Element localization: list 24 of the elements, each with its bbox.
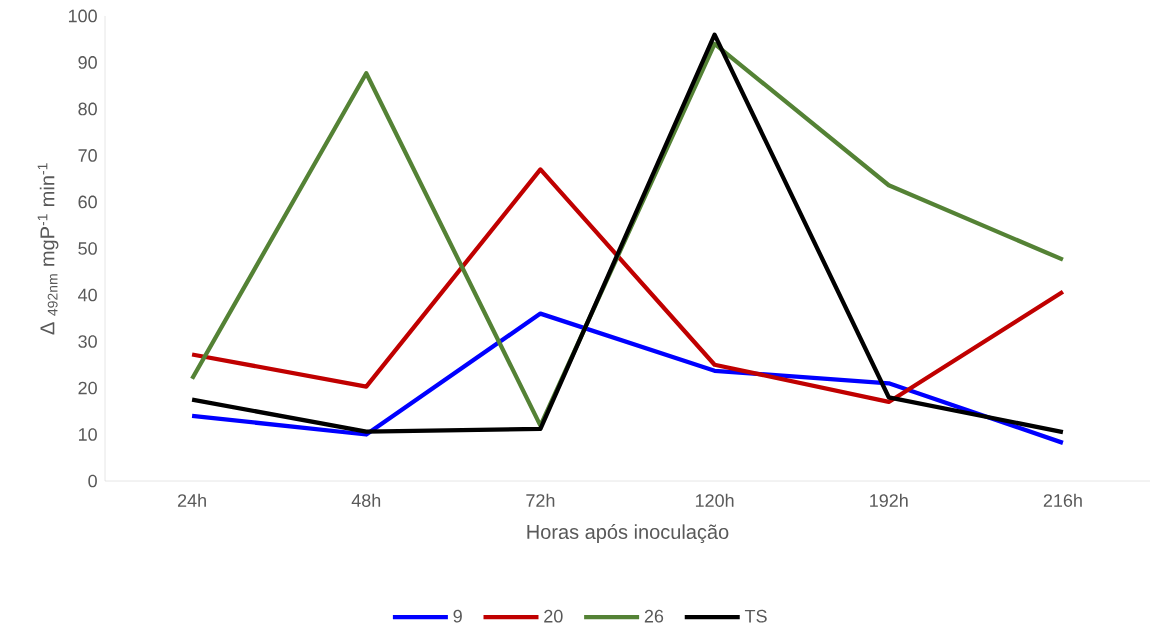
x-tick-label: 192h bbox=[870, 493, 908, 507]
legend-label: 20 bbox=[544, 609, 563, 623]
y-tick-label: 100 bbox=[68, 9, 97, 23]
y-tick-label: 10 bbox=[78, 428, 97, 441]
y-tick-label: 90 bbox=[78, 56, 97, 69]
x-tick-label: 120h bbox=[695, 493, 734, 507]
legend-label: 26 bbox=[644, 609, 664, 623]
y-tick-label: 20 bbox=[78, 381, 97, 395]
y-tick-label: 0 bbox=[88, 474, 97, 488]
x-axis-title: Horas após inoculação bbox=[527, 524, 729, 544]
line-series bbox=[189, 167, 1066, 405]
y-tick-label: 80 bbox=[78, 102, 97, 116]
y-tick-label: 70 bbox=[78, 149, 97, 162]
legend-label: TS bbox=[744, 609, 767, 623]
x-tick-label: 72h bbox=[526, 493, 555, 507]
y-axis-title: Δ $_{492nm}$ mgP$^{-1}$ min$^{-1}$ bbox=[37, 163, 59, 335]
legend-label: 9 bbox=[453, 609, 462, 623]
y-tick-label: 60 bbox=[78, 195, 97, 209]
y-tick-label: 30 bbox=[78, 335, 97, 348]
y-tick-label: 40 bbox=[78, 288, 97, 302]
x-tick-label: 24h bbox=[177, 493, 206, 507]
x-tick-label: 48h bbox=[351, 493, 381, 507]
x-tick-label: 216h bbox=[1043, 493, 1082, 507]
y-tick-label: 50 bbox=[78, 242, 97, 255]
